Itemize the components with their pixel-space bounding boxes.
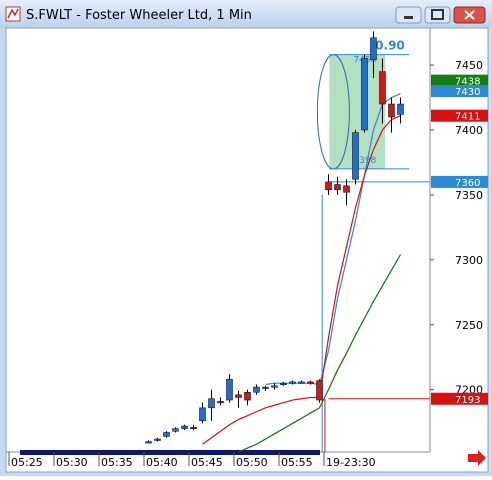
candle-body: [181, 425, 188, 429]
candle-body: [280, 382, 287, 385]
candle-body: [370, 37, 377, 61]
candle-body: [190, 427, 197, 430]
price-tag: [431, 175, 488, 188]
change-label: 0.90: [375, 39, 405, 53]
candle-body: [379, 71, 386, 105]
window-title: S.FWLT - Foster Wheeler Ltd, 1 Min: [26, 8, 252, 23]
candle-body: [352, 132, 359, 180]
price-tag: [431, 392, 488, 405]
candle-body: [244, 392, 251, 401]
price-tag-label: 7438: [455, 77, 480, 88]
minimize-button[interactable]: [395, 6, 422, 24]
candle-body: [199, 407, 206, 422]
candle-body: [334, 184, 341, 190]
candle-body: [271, 385, 278, 388]
x-tick-label: 05:50: [236, 456, 268, 469]
price-tag-label: 7193: [455, 395, 480, 406]
y-tick-label: 7400: [455, 124, 483, 137]
candle-body: [154, 438, 161, 441]
x-tick-label: 05:40: [146, 456, 178, 469]
candle-body: [307, 381, 314, 384]
candle-body: [208, 398, 215, 409]
chart-panel: [5, 27, 489, 473]
price-tag-label: 7360: [455, 178, 480, 189]
candle-body: [262, 386, 269, 389]
x-tick-label: 05:25: [11, 456, 43, 469]
y-tick-label: 7450: [455, 59, 483, 72]
moving-average: [265, 93, 401, 386]
x-tick-label: 05:35: [101, 456, 133, 469]
price-tag: [431, 85, 488, 98]
y-tick-label: 7300: [455, 254, 483, 267]
scroll-arrow[interactable]: [468, 450, 486, 466]
candle-body: [397, 103, 404, 115]
candle-body: [235, 394, 242, 398]
box-bottom-label: 7398: [353, 156, 376, 166]
x-tick-label: 05:30: [56, 456, 88, 469]
candle-body: [163, 432, 170, 437]
price-tag-label: 7430: [455, 87, 480, 98]
candle-body: [289, 381, 296, 384]
candle-body: [226, 379, 233, 401]
moving-average: [238, 254, 402, 453]
candle-body: [145, 441, 152, 444]
candle-body: [388, 103, 395, 118]
x-tick-label: 19-23:30: [326, 456, 376, 469]
candle-body: [316, 380, 323, 401]
x-tick-label: 05:45: [191, 456, 223, 469]
candle-body: [217, 401, 224, 404]
price-tag: [431, 109, 488, 122]
candle-body: [298, 381, 305, 384]
moving-average: [202, 115, 401, 445]
candle-body: [172, 428, 179, 432]
price-tag-label: 7411: [455, 112, 480, 123]
candle-body: [361, 58, 368, 131]
candle-body: [325, 181, 332, 190]
volume-bar: [20, 450, 320, 455]
candle-body: [343, 185, 350, 193]
candle-body: [253, 386, 260, 393]
price-tag: [431, 74, 488, 87]
x-tick-label: 05:55: [281, 456, 313, 469]
y-tick-label: 7350: [455, 189, 483, 202]
y-tick-label: 7250: [455, 319, 483, 332]
